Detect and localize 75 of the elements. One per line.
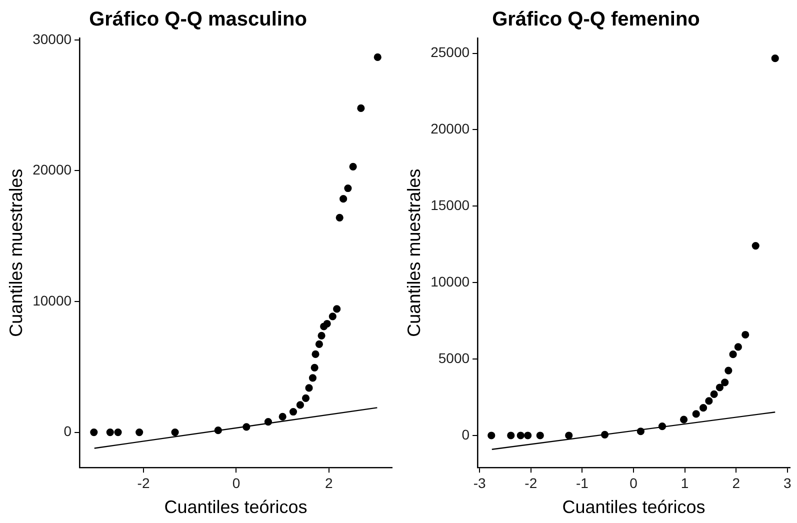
y-tick-label: 10000 (32, 292, 72, 308)
y-tick-label: 0 (462, 426, 470, 442)
point (344, 184, 352, 192)
point (516, 432, 524, 440)
x-axis-title: Cuantiles teóricos (164, 497, 308, 518)
y-tick-label: 25000 (430, 44, 470, 60)
x-tick-label: -3 (473, 474, 486, 491)
point (724, 366, 732, 374)
point (308, 374, 317, 382)
y-axis-title: Cuantiles muestrales (404, 168, 424, 337)
point (658, 422, 666, 430)
point (636, 428, 644, 436)
y-tick-label: 10000 (430, 273, 470, 290)
point (106, 428, 114, 436)
point (600, 430, 609, 439)
x-tick-label: 2 (325, 474, 334, 491)
point (692, 410, 700, 418)
point (705, 397, 713, 405)
point (336, 214, 344, 222)
x-tick-label: -2 (137, 474, 150, 491)
point (114, 428, 122, 436)
point (536, 432, 544, 440)
point (264, 418, 272, 426)
point (214, 426, 222, 434)
x-tick-label: 0 (630, 474, 638, 491)
point (524, 432, 532, 440)
point (323, 320, 331, 328)
point (710, 390, 718, 398)
point (721, 378, 729, 386)
x-tick-label: 3 (784, 474, 792, 491)
point (488, 432, 496, 440)
x-tick-label: 1 (680, 474, 689, 491)
y-tick-label: 30000 (32, 30, 72, 47)
point (318, 332, 326, 340)
point (310, 364, 318, 372)
x-tick-label: 0 (232, 474, 240, 491)
point (771, 54, 779, 62)
point (296, 401, 304, 409)
point (734, 343, 742, 351)
y-tick-label: 0 (64, 423, 72, 440)
point (315, 340, 324, 348)
chart-title: Gráfico Q-Q masculino (89, 8, 307, 31)
y-axis-title: Cuantiles muestrales (6, 168, 26, 337)
y-tick-label: 5000 (438, 350, 470, 366)
y-tick-label: 20000 (32, 162, 72, 178)
point (333, 305, 341, 313)
point (328, 312, 336, 320)
point (278, 412, 286, 421)
point (565, 432, 573, 440)
point (699, 404, 708, 412)
point (136, 428, 144, 436)
point (171, 428, 179, 436)
x-tick-label: -2 (524, 474, 538, 491)
y-tick-label: 20000 (430, 120, 470, 137)
point (752, 242, 760, 250)
point (312, 350, 320, 358)
point (716, 384, 724, 392)
point (242, 423, 250, 431)
point (302, 394, 310, 402)
point (507, 432, 515, 440)
point (90, 428, 98, 436)
point (305, 384, 313, 392)
point (374, 53, 382, 62)
point (357, 104, 365, 112)
point (349, 162, 357, 170)
chart-title: Gráfico Q-Q femenino (492, 8, 700, 31)
x-axis-title: Cuantiles teóricos (562, 497, 706, 518)
point (729, 350, 737, 358)
point (289, 408, 298, 416)
x-tick-label: 2 (732, 474, 740, 491)
x-tick-label: -1 (576, 474, 589, 491)
point (680, 416, 688, 424)
point (340, 195, 348, 203)
y-tick-label: 15000 (430, 197, 470, 214)
point (742, 330, 750, 339)
